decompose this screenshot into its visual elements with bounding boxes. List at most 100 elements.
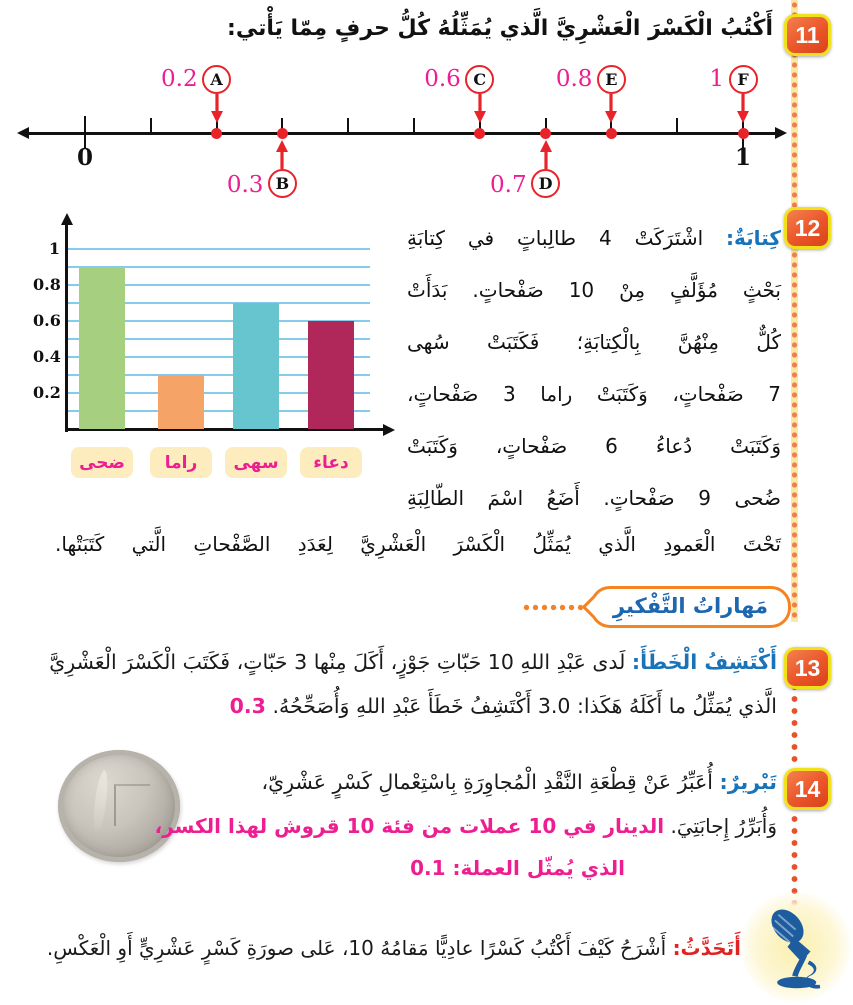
number-line-point-dot bbox=[737, 128, 749, 139]
problem-12-last-line: تَحْتَ الْعَمودِ الَّذي يُمَثِّلُ الْكَس… bbox=[55, 532, 781, 556]
number-line-min-label: 0 bbox=[76, 144, 93, 171]
number-line-tick bbox=[544, 118, 547, 133]
problem-14-line1-text: أُعَبِّرُ عَنْ قِطْعَةِ النَّقْدِ الْمُج… bbox=[261, 770, 714, 794]
number-line-tick bbox=[215, 118, 218, 133]
arrow-up-icon bbox=[276, 140, 289, 169]
number-line-point-dot bbox=[540, 128, 552, 139]
chart-ytick-label: 0.2 bbox=[33, 383, 61, 402]
problem-13-badge: 13 bbox=[784, 647, 831, 689]
chart-ytick-label: 0.6 bbox=[33, 311, 61, 330]
problem-11-title: أَكْتُبُ الْكَسْرَ الْعَشْرِيَّ الَّذي ي… bbox=[227, 16, 773, 41]
chart-gridline bbox=[68, 337, 370, 341]
problem-14-answer-line2: الذي يُمثّل العملة: 0.1 bbox=[410, 856, 625, 880]
problem-13-line1: أَكْتَشِفُ الْخَطَأَ: لَدى عَبْدِ اللهِ … bbox=[49, 650, 777, 674]
number-line-tick bbox=[281, 118, 284, 133]
point-letter-circle: A bbox=[202, 65, 232, 94]
number-line-marker: D 0.7 bbox=[490, 139, 562, 198]
chart-gridline bbox=[68, 283, 370, 287]
point-letter-circle: D bbox=[531, 169, 561, 198]
chart-gridline bbox=[68, 247, 370, 251]
problem-12-badge: 12 bbox=[784, 207, 831, 249]
problem-12-line: كِتابَةٌ: اشْتَرَكَتْ 4 طالِباتٍ في كِتا… bbox=[407, 212, 781, 264]
arrow-down-icon bbox=[737, 94, 749, 123]
problem-12-line: 7 صَفْحاتٍ، وَكَتَبَتْ راما 3 صَفْحاتٍ، bbox=[407, 382, 782, 406]
number-line-max-label: 1 bbox=[734, 144, 751, 171]
chart-gridline bbox=[68, 409, 370, 413]
problem-14-heading: تَبْريرٌ: bbox=[719, 770, 777, 794]
point-letter-circle: E bbox=[596, 65, 626, 94]
number-line-axis bbox=[28, 132, 776, 135]
chart-gridline bbox=[68, 355, 370, 359]
problem-13-line1-text: لَدى عَبْدِ اللهِ 10 حَبّاتِ جَوْزٍ، أَك… bbox=[49, 650, 626, 674]
problem-11-badge: 11 bbox=[784, 14, 831, 56]
chart-gridline bbox=[68, 373, 370, 377]
arrow-up-icon bbox=[539, 140, 552, 169]
chart-ytick-label: 1 bbox=[48, 239, 60, 258]
chart-bar bbox=[233, 303, 279, 429]
chart-bar bbox=[79, 267, 125, 429]
arrow-down-icon bbox=[605, 94, 618, 123]
skills-dotted-connector bbox=[523, 604, 585, 611]
point-letter-circle: C bbox=[465, 65, 495, 94]
number-line-point-dot bbox=[211, 128, 223, 139]
chart-category-label: دعاء bbox=[300, 447, 362, 478]
number-line-tick bbox=[413, 118, 415, 133]
problem-12-heading: كِتابَةٌ: bbox=[726, 226, 781, 250]
arrow-down-icon bbox=[473, 94, 486, 123]
thinking-skills-label: مَهاراتُ التَّفْكيرِ bbox=[589, 586, 791, 628]
chart-gridline bbox=[68, 301, 370, 305]
chart-gridline bbox=[68, 391, 370, 395]
problem-12-line: وَكَتَبَتْ دُعاءُ 6 صَفْحاتٍ، وَكَتَبَتْ bbox=[407, 434, 781, 458]
problem-14-line1: تَبْريرٌ: أُعَبِّرُ عَنْ قِطْعَةِ النَّق… bbox=[262, 770, 778, 794]
chart-bar bbox=[158, 375, 204, 429]
number-line: 0 1 A 0.2 C 0.6 E 0.8 F 1 B 0.3 D 0.7 bbox=[0, 60, 812, 210]
speak-prompt: أَتَحَدَّثُ: أَشْرَحُ كَيْفَ أَكْتُبُ كَ… bbox=[47, 936, 741, 960]
point-value-label: 0.7 bbox=[490, 172, 527, 198]
pages-bar-chart: 1 0.8 0.6 0.4 0.2 ضحى راما سهى دعاء bbox=[33, 213, 433, 484]
number-line-tick bbox=[84, 116, 86, 148]
chart-category-label: راما bbox=[150, 447, 212, 478]
problem-12-text: كِتابَةٌ: اشْتَرَكَتْ 4 طالِباتٍ في كِتا… bbox=[407, 212, 781, 524]
number-line-tick bbox=[478, 118, 481, 133]
number-line-right-arrow-icon bbox=[775, 127, 787, 139]
chart-y-axis bbox=[65, 222, 68, 432]
problem-12-line: ضُحى 9 صَفْحاتٍ. أَضَعُ اسْمَ الطّالِبَة… bbox=[407, 486, 782, 510]
chart-gridline bbox=[68, 319, 370, 323]
coin-image bbox=[58, 750, 180, 862]
point-letter-circle: F bbox=[728, 65, 758, 94]
point-value-label: 0.6 bbox=[424, 66, 461, 92]
problem-14-badge: 14 bbox=[784, 768, 831, 810]
problem-14-line2-intro: وَأُبَرِّرُ إِجابَتِيَ. bbox=[670, 814, 777, 838]
number-line-marker: C 0.6 bbox=[424, 65, 496, 124]
number-line-point-dot bbox=[276, 128, 288, 139]
problem-14-line2: وَأُبَرِّرُ إِجابَتِيَ. الدينار في 10 عم… bbox=[155, 814, 777, 838]
number-line-marker: B 0.3 bbox=[227, 139, 298, 198]
chart-ytick-label: 0.4 bbox=[33, 347, 61, 366]
problem-13-answer: 0.3 bbox=[229, 694, 266, 718]
dotted-rail-top bbox=[791, 0, 798, 622]
arrow-down-icon bbox=[210, 94, 223, 123]
number-line-marker: A 0.2 bbox=[161, 65, 233, 124]
point-value-label: 0.8 bbox=[555, 66, 593, 92]
problem-13-line2: الَّذي يُمَثِّلُ ما أَكَلَهُ هَكَذا: 3.0… bbox=[230, 694, 777, 718]
chart-bar bbox=[308, 321, 354, 429]
problem-14-answer-line1: الدينار في 10 عملات من فئة 10 قروش لهذا … bbox=[154, 814, 665, 838]
problem-13-heading: أَكْتَشِفُ الْخَطَأَ: bbox=[631, 650, 777, 674]
point-value-label: 1 bbox=[709, 66, 724, 92]
point-value-label: 0.2 bbox=[161, 66, 198, 92]
problem-12-line: بَحْثٍ مُؤَلَّفٍ مِنْ 10 صَفْحاتٍ. بَدَأ… bbox=[407, 278, 781, 302]
chart-category-label: ضحى bbox=[71, 447, 133, 478]
chart-x-axis bbox=[65, 428, 385, 431]
speak-heading: أَتَحَدَّثُ: bbox=[672, 936, 741, 960]
chart-x-axis-arrow-icon bbox=[383, 423, 395, 436]
number-line-point-dot bbox=[605, 128, 617, 139]
chart-ytick-label: 0.8 bbox=[33, 275, 61, 294]
speak-text: أَشْرَحُ كَيْفَ أَكْتُبُ كَسْرًا عادِيًّ… bbox=[46, 936, 667, 960]
number-line-tick bbox=[149, 118, 152, 133]
point-value-label: 0.3 bbox=[226, 172, 264, 198]
chart-gridline bbox=[68, 265, 370, 269]
microphone-icon bbox=[771, 909, 821, 989]
number-line-point-dot bbox=[474, 128, 486, 139]
